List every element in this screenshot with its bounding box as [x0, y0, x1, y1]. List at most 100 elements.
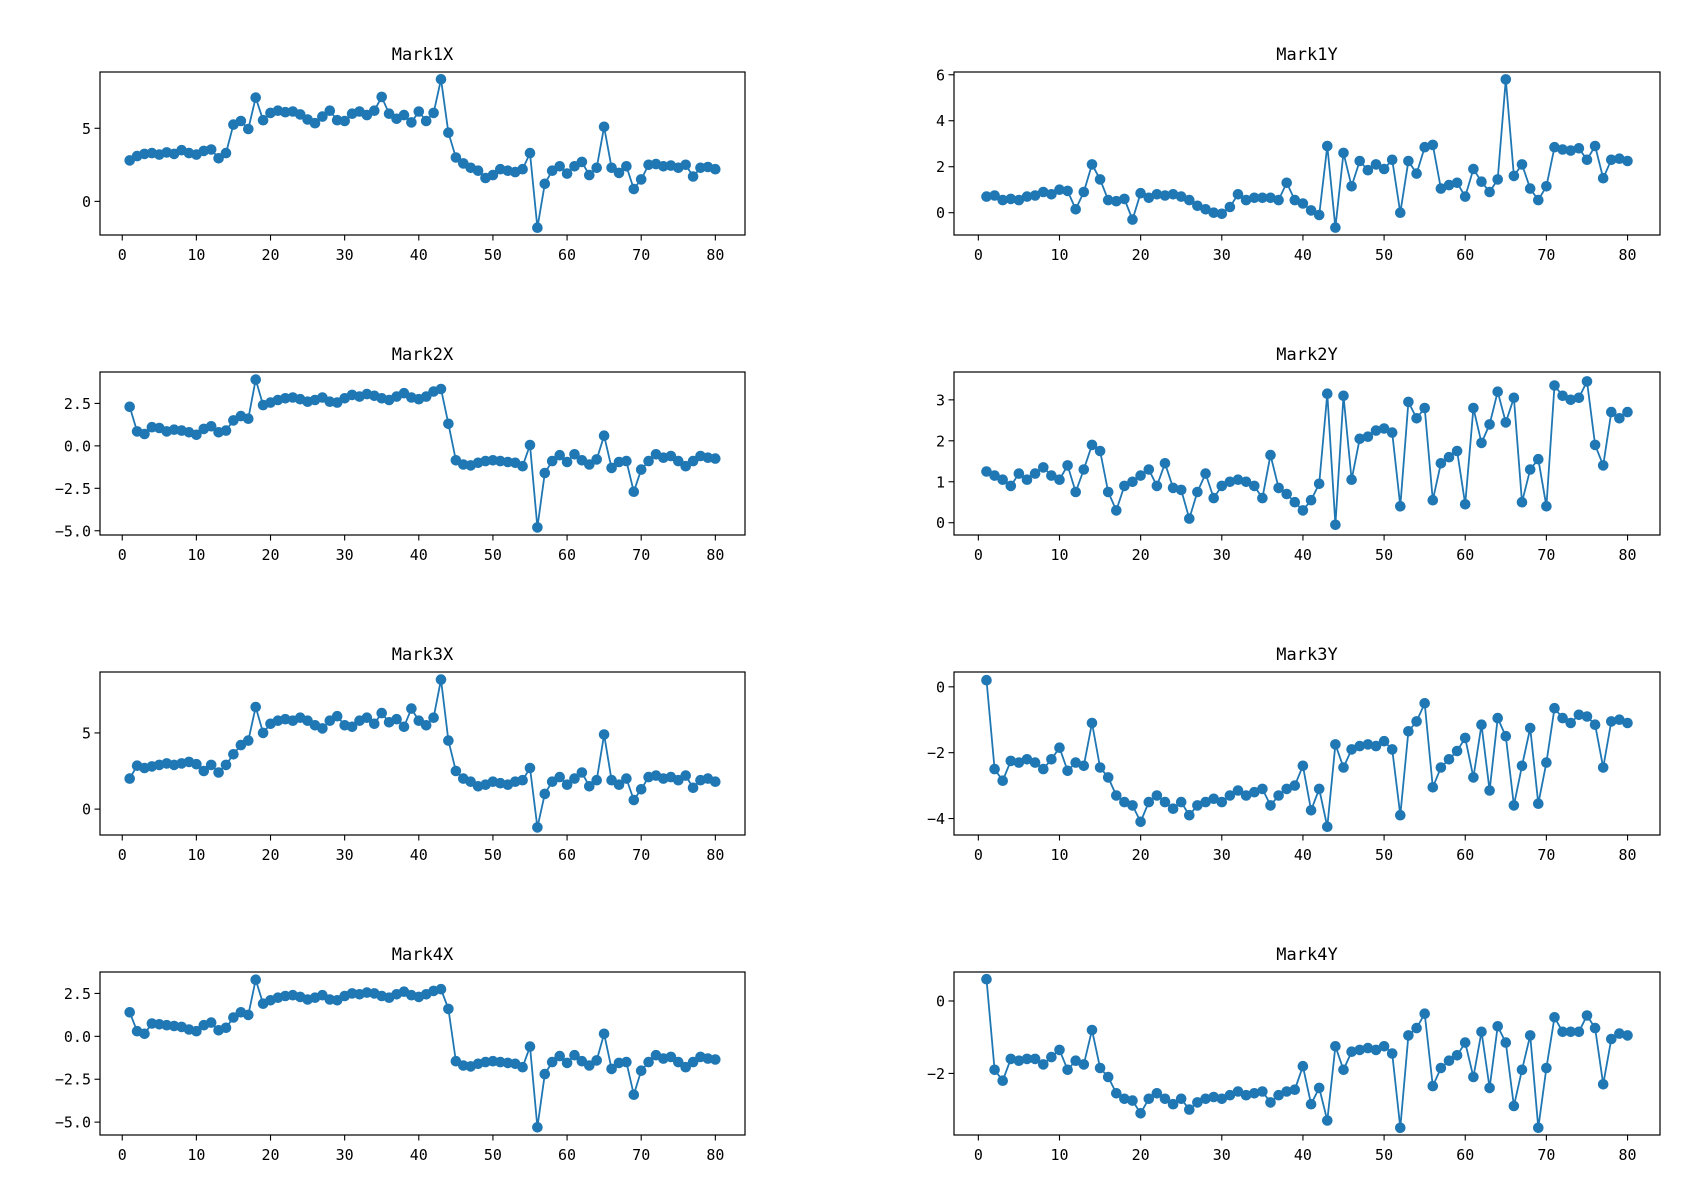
- marker: [584, 1060, 595, 1071]
- marker: [997, 775, 1008, 786]
- x-tick-label: 70: [1537, 246, 1555, 264]
- marker: [443, 735, 454, 746]
- marker: [220, 147, 232, 159]
- marker: [524, 762, 536, 774]
- marker: [1111, 790, 1122, 801]
- marker: [1062, 460, 1073, 471]
- marker: [591, 162, 602, 174]
- marker: [1549, 1012, 1560, 1023]
- marker: [420, 720, 432, 731]
- marker: [1476, 719, 1487, 730]
- x-tick-label: 70: [1537, 846, 1555, 864]
- marker: [1005, 755, 1017, 767]
- marker: [621, 773, 632, 784]
- marker: [1305, 1098, 1317, 1110]
- marker: [1508, 170, 1520, 182]
- x-tick-label: 0: [974, 246, 983, 264]
- marker: [1614, 153, 1625, 164]
- marker: [124, 773, 135, 784]
- marker: [346, 721, 358, 733]
- marker: [1533, 453, 1544, 465]
- marker: [1459, 499, 1471, 510]
- marker: [1297, 505, 1309, 516]
- marker: [250, 374, 261, 385]
- plot-border: [99, 671, 746, 836]
- marker: [406, 703, 417, 714]
- marker: [1346, 181, 1357, 192]
- marker: [1159, 796, 1171, 808]
- series-line-mark3x: [128, 679, 716, 828]
- x-tick-label: 60: [558, 546, 576, 564]
- marker: [1451, 177, 1463, 189]
- marker: [1281, 783, 1292, 795]
- marker: [1330, 739, 1341, 750]
- x-tick-label: 70: [1537, 1146, 1555, 1164]
- marker: [220, 1022, 232, 1034]
- marker: [673, 1056, 684, 1068]
- chart-canvas-mark3x: 0 10 20 30 40 50 60 70 80 0 5: [82, 671, 746, 864]
- marker: [1249, 480, 1260, 492]
- marker: [1606, 1033, 1617, 1045]
- marker: [613, 167, 625, 179]
- y-tick-label: 2.5: [64, 395, 91, 413]
- marker: [1046, 470, 1057, 481]
- marker: [1354, 433, 1365, 445]
- marker: [1054, 474, 1065, 485]
- marker: [1143, 192, 1155, 204]
- marker: [598, 430, 610, 441]
- marker: [220, 425, 232, 436]
- marker: [1175, 1093, 1187, 1105]
- marker: [1102, 772, 1114, 783]
- x-tick-label: 40: [410, 246, 428, 264]
- x-tick-label: 0: [118, 246, 127, 264]
- marker: [1111, 505, 1122, 516]
- y-tick-label: 0: [936, 204, 945, 222]
- marker: [554, 1050, 565, 1062]
- marker: [710, 453, 721, 464]
- marker: [1435, 183, 1447, 194]
- marker: [191, 429, 202, 441]
- x-tick-label: 0: [118, 546, 127, 564]
- y-tick-label: 3: [936, 391, 945, 409]
- marker: [243, 735, 254, 746]
- plot-border: [99, 371, 746, 536]
- marker: [1281, 488, 1292, 500]
- chart-mark4x: Mark4X 0 10 20 30 40 50 60 70 80 −5.0 −2.5 0.0 2.5: [0, 900, 854, 1200]
- chart-mark1y: Mark1Y 0 10 20 30 40 50 60 70 80 0 2 4 6: [854, 0, 1708, 300]
- marker: [710, 163, 721, 175]
- marker: [1500, 74, 1512, 85]
- marker: [1232, 785, 1244, 796]
- marker: [1127, 476, 1138, 488]
- marker: [1216, 480, 1228, 492]
- marker: [450, 152, 462, 163]
- marker: [1208, 793, 1219, 805]
- x-tick-label: 50: [484, 846, 502, 864]
- marker: [1216, 208, 1228, 220]
- marker: [1443, 179, 1455, 191]
- marker: [1565, 1026, 1576, 1038]
- marker: [1289, 1084, 1301, 1095]
- marker: [1476, 176, 1487, 187]
- marker: [569, 449, 580, 460]
- marker: [532, 522, 543, 533]
- marker: [317, 723, 328, 734]
- marker: [606, 462, 617, 474]
- marker: [1070, 1055, 1081, 1066]
- chart-title-mark2x: Mark2X: [391, 345, 454, 365]
- marker: [1273, 790, 1284, 801]
- marker: [1289, 194, 1301, 206]
- marker: [517, 1061, 528, 1073]
- marker: [1565, 394, 1576, 406]
- marker: [1119, 796, 1130, 808]
- marker: [1265, 1097, 1276, 1108]
- marker: [1419, 141, 1430, 153]
- marker: [1354, 155, 1365, 167]
- marker: [1224, 1089, 1236, 1101]
- x-tick-label: 60: [558, 1146, 576, 1164]
- marker: [1021, 474, 1033, 485]
- marker: [257, 727, 269, 739]
- marker: [1249, 192, 1260, 204]
- marker: [1265, 192, 1276, 204]
- marker: [450, 765, 462, 777]
